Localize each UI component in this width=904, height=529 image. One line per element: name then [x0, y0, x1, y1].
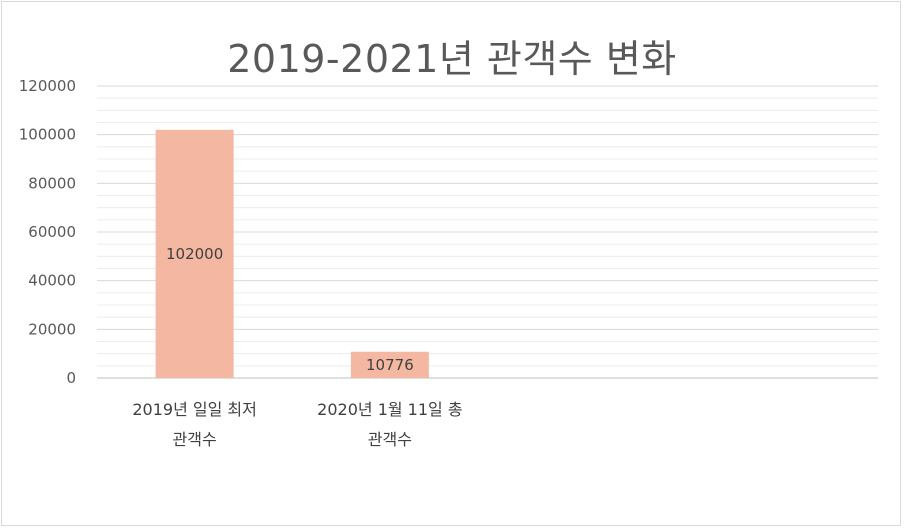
y-tick-label: 80000	[28, 174, 76, 192]
x-category-label: 2020년 1월 11일 총	[317, 400, 462, 419]
y-tick-label: 0	[66, 369, 76, 387]
x-category-label: 관객수	[368, 430, 412, 449]
bar-data-label: 10776	[366, 356, 414, 374]
y-tick-label: 20000	[28, 320, 76, 338]
bar	[155, 129, 234, 378]
y-tick-label: 100000	[19, 126, 76, 144]
bar-data-label: 102000	[166, 245, 223, 263]
x-category-label: 2019년 일일 최저	[132, 400, 257, 419]
x-category-label: 관객수	[173, 430, 217, 449]
y-tick-label: 40000	[28, 272, 76, 290]
y-tick-label: 60000	[28, 223, 76, 241]
chart-title: 2019-2021년 관객수 변화	[227, 37, 677, 81]
bar	[350, 351, 429, 378]
y-tick-label: 120000	[19, 77, 76, 95]
